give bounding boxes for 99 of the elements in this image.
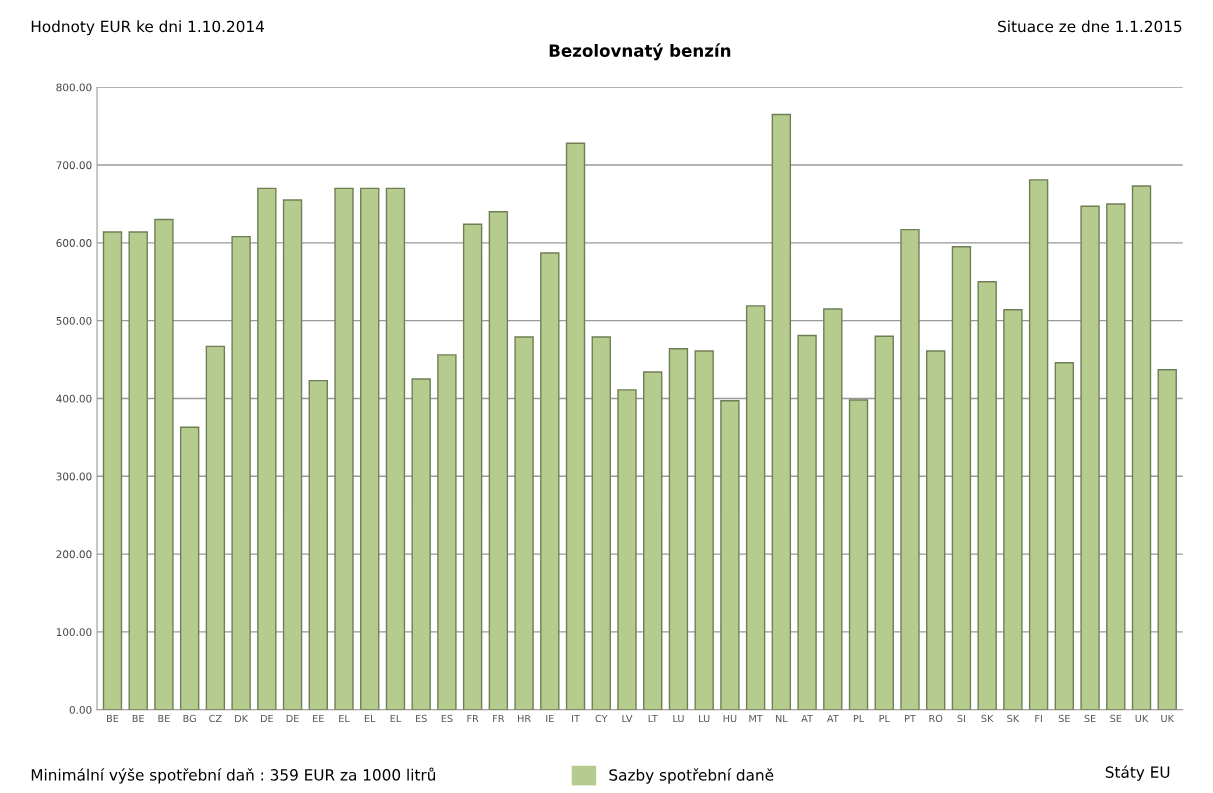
- text: Hodnoty EUR ke dni 1.10.2014: [31, 20, 265, 36]
- y-tick-label: 300.00: [56, 472, 92, 481]
- y-tick-label: 500.00: [56, 316, 92, 325]
- bar: [900, 228, 920, 710]
- x-tick-label: AT: [801, 714, 814, 722]
- y-tick-label: 800.00: [56, 83, 92, 92]
- bar: [977, 281, 997, 710]
- x-tick-label: ES: [441, 714, 453, 723]
- x-tick-label: SK: [981, 714, 994, 723]
- bar: [926, 350, 946, 710]
- x-tick-label: EL: [390, 714, 402, 722]
- y-tick-label: 100.00: [56, 628, 92, 637]
- bar: [179, 426, 200, 710]
- bar: [745, 305, 766, 710]
- x-tick-label: PL: [879, 714, 890, 722]
- bar: [874, 335, 894, 710]
- bar: [823, 308, 843, 710]
- bar: [488, 211, 509, 710]
- bar: [848, 399, 869, 710]
- text: Minimální výše spotřební daň : 359 EUR za 1000 litrů: [31, 767, 436, 784]
- x-tick-label: LU: [673, 714, 684, 723]
- bar: [643, 371, 663, 710]
- bar: [771, 113, 792, 710]
- x-tick-label: BE: [158, 714, 170, 722]
- bar: [205, 345, 226, 710]
- x-tick-label: FI: [1035, 714, 1042, 722]
- x-tick-label: RO: [929, 714, 943, 723]
- x-tick-label: FR: [493, 714, 505, 722]
- x-tick-label: LU: [699, 714, 710, 723]
- bar: [1157, 368, 1177, 710]
- bar: [154, 218, 174, 710]
- x-tick-label: UK: [1161, 714, 1175, 723]
- x-tick-label: HU: [723, 714, 737, 723]
- x-tick-label: SE: [1110, 714, 1122, 723]
- bar: [591, 336, 611, 710]
- x-tick-label: AT: [826, 714, 839, 722]
- bar: [282, 199, 303, 710]
- y-tick-label: 200.00: [56, 550, 92, 559]
- x-tick-label: HR: [518, 714, 531, 722]
- bar: [540, 252, 560, 710]
- x-tick-label: MT: [749, 714, 763, 722]
- x-tick-label: BE: [132, 714, 144, 722]
- x-tick-label: BE: [107, 714, 119, 722]
- bar: [462, 223, 483, 710]
- bar: [565, 142, 586, 710]
- bar: [102, 231, 123, 710]
- x-tick-label: PL: [853, 714, 865, 722]
- y-tick-label: 600.00: [56, 239, 92, 247]
- y-tick-label: 0.00: [69, 705, 92, 714]
- x-tick-label: BG: [183, 714, 196, 723]
- text: Situace ze dne 1.1.2015: [998, 20, 1182, 33]
- legend-label: Sazby spotřební daně: [609, 768, 774, 784]
- x-axis-title: Státy EU: [1105, 765, 1170, 781]
- x-tick-label: DE: [260, 714, 274, 722]
- bar: [231, 235, 251, 710]
- bar: [668, 347, 689, 710]
- x-tick-label: LV: [622, 714, 633, 722]
- bar: [1106, 203, 1126, 710]
- x-tick-label: CZ: [209, 714, 222, 723]
- x-tick-label: DE: [286, 714, 299, 722]
- x-tick-label: SE: [1058, 714, 1070, 723]
- bar: [1131, 185, 1152, 710]
- x-tick-label: EL: [364, 714, 376, 722]
- x-tick-label: NL: [775, 714, 788, 722]
- x-tick-label: IE: [546, 714, 554, 722]
- y-tick-label: 400.00: [56, 394, 92, 403]
- bar: [720, 400, 740, 710]
- x-tick-label: EL: [339, 714, 350, 722]
- bar: [1080, 205, 1100, 710]
- bar: [385, 187, 406, 710]
- x-tick-label: UK: [1135, 714, 1149, 723]
- bar: [617, 389, 637, 710]
- bar: [437, 354, 457, 710]
- bar: [128, 231, 148, 710]
- bar: [797, 334, 817, 710]
- bar: [308, 379, 328, 710]
- x-tick-label: SE: [1084, 714, 1096, 723]
- x-tick-label: IT: [572, 714, 580, 722]
- x-tick-label: LT: [648, 714, 658, 722]
- x-tick-label: SK: [1007, 714, 1020, 723]
- x-tick-label: ES: [415, 714, 427, 723]
- bar: [694, 350, 714, 710]
- y-tick-label: 700.00: [56, 161, 92, 170]
- chart-title: Bezolovnatý benzín: [549, 43, 731, 61]
- bar: [514, 336, 534, 710]
- bar: [411, 378, 431, 710]
- bar: [1028, 179, 1049, 710]
- x-tick-label: DK: [235, 714, 249, 722]
- bar: [257, 187, 277, 710]
- bar: [1054, 361, 1075, 710]
- x-tick-label: EE: [313, 714, 324, 722]
- bar: [334, 187, 354, 710]
- bar: [360, 187, 380, 710]
- bar: [951, 246, 972, 710]
- x-tick-label: PT: [905, 714, 916, 722]
- x-tick-label: FR: [467, 714, 479, 722]
- x-tick-label: CY: [595, 714, 608, 723]
- bar: [1003, 309, 1023, 710]
- x-tick-label: SI: [957, 714, 965, 723]
